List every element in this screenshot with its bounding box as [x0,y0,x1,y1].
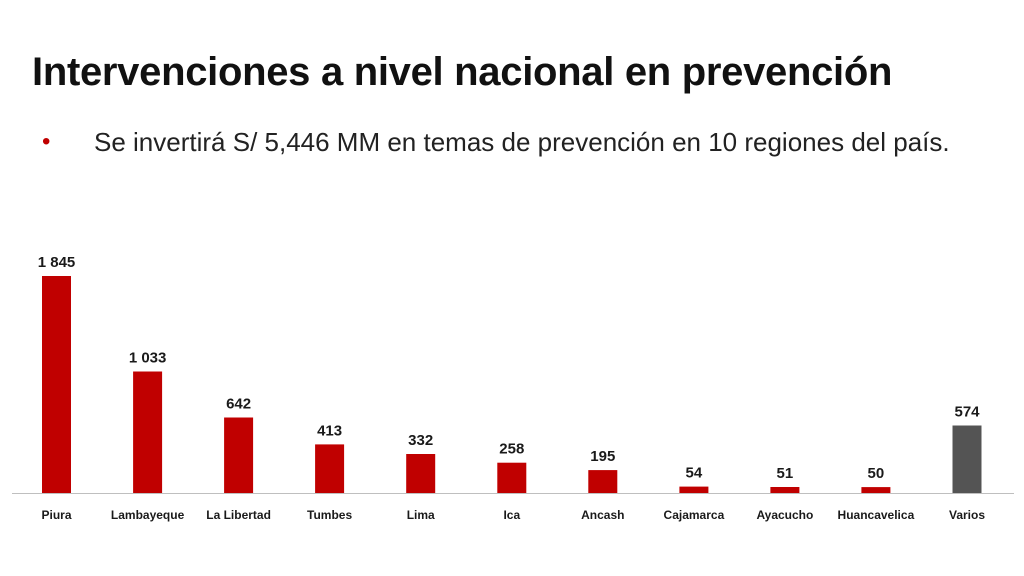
chart-category-labels: Piura Lambayeque La Libertad Tumbes Lima Ica A… [41,508,985,522]
value-label-la-libertad: 642 [226,396,251,413]
value-label-ica: 258 [499,441,524,458]
category-label-ica: Ica [503,508,520,522]
bar-huancavelica [861,487,891,493]
category-label-la-libertad: La Libertad [206,508,271,522]
category-label-varios: Varios [949,508,985,522]
bullet-marker: • [42,128,51,155]
category-label-cajamarca: Cajamarca [664,508,725,522]
value-label-lima: 332 [408,432,433,449]
value-label-ayacucho: 51 [777,465,794,482]
bar-ancash [588,470,618,493]
value-label-lambayeque: 1 033 [129,350,167,367]
bar-ayacucho [770,487,800,493]
bar-piura [42,276,71,493]
bar-cajamarca [679,486,709,493]
chart-bars [42,276,982,493]
category-label-huancavelica: Huancavelica [838,508,915,522]
value-label-huancavelica: 50 [868,465,885,482]
bar-ica [497,462,527,493]
bar-la-libertad [224,417,254,493]
bar-tumbes [315,444,345,493]
value-label-cajamarca: 54 [686,465,703,482]
chart-value-labels: 1 845 1 033 642 413 332 258 195 54 51 50 574 [38,254,980,482]
category-label-lima: Lima [407,508,435,522]
category-label-tumbes: Tumbes [307,508,352,522]
category-label-ancash: Ancash [581,508,624,522]
regional-investment-bar-chart: 1 845 1 033 642 413 332 258 195 54 51 50 574 Piura… [12,254,1014,522]
bullet-text: Se invertirá S/ 5,446 MM en temas de pre… [94,127,950,157]
category-label-ayacucho: Ayacucho [756,508,813,522]
bar-lima [406,454,436,493]
category-label-piura: Piura [41,508,71,522]
slide-title: Intervenciones a nivel nacional en preve… [32,50,893,94]
value-label-varios: 574 [954,404,980,421]
category-label-lambayeque: Lambayeque [111,508,185,522]
bar-lambayeque [133,371,163,493]
value-label-piura: 1 845 [38,254,76,271]
value-label-ancash: 195 [590,448,615,465]
value-label-tumbes: 413 [317,422,342,439]
bar-varios [952,425,982,493]
